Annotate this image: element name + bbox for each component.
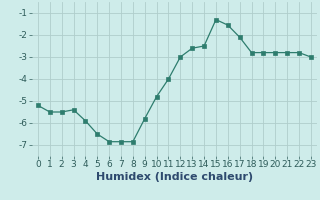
X-axis label: Humidex (Indice chaleur): Humidex (Indice chaleur) [96, 172, 253, 182]
